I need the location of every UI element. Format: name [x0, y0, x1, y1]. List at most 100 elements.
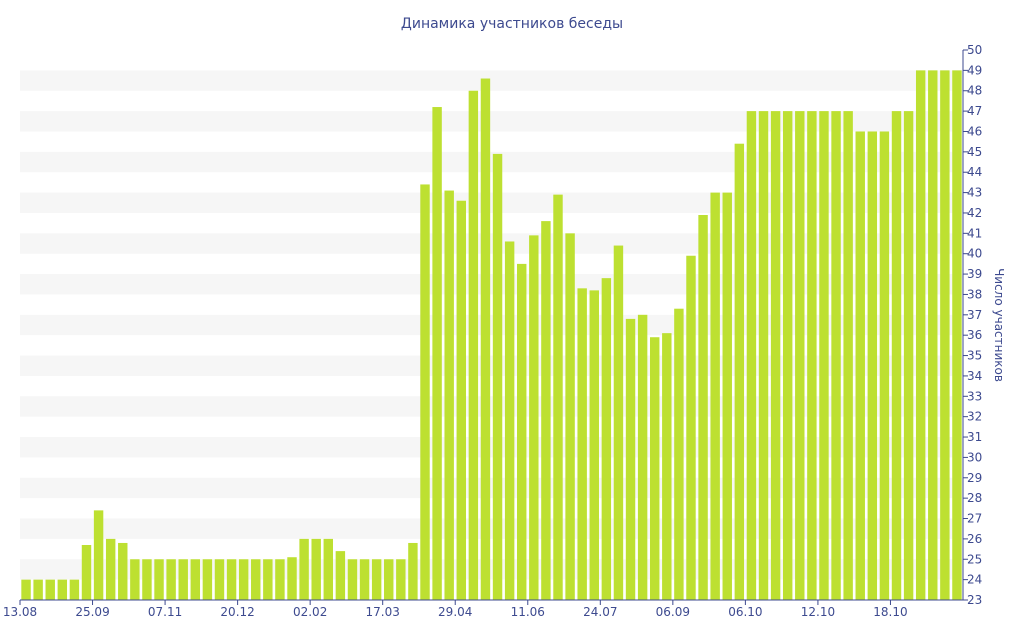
bar	[541, 221, 551, 601]
bar	[432, 107, 442, 600]
grid-band	[20, 111, 963, 132]
bar	[118, 542, 128, 600]
bar	[504, 241, 515, 601]
bar	[746, 111, 757, 601]
x-tick-label: 29.04	[438, 605, 472, 619]
y-tick-label: 37	[967, 308, 982, 322]
y-tick-label: 36	[967, 328, 982, 342]
bar	[81, 545, 92, 600]
y-axis: 23 24 25 26 27 28 29 30 31 32 33 34 35 36 37 38 39 40 41 42…	[962, 43, 982, 607]
bar	[637, 314, 648, 600]
bar	[335, 551, 346, 600]
bar	[214, 559, 225, 600]
x-tick-label: 24.07	[583, 605, 617, 619]
bar	[843, 111, 853, 601]
bar	[384, 559, 394, 600]
y-tick-label: 31	[967, 430, 982, 444]
bar	[650, 337, 660, 600]
bar	[154, 559, 164, 600]
x-tick-label: 12.10	[801, 605, 835, 619]
y-tick-label: 30	[967, 450, 982, 464]
bar	[698, 215, 708, 600]
bar	[674, 308, 684, 600]
bar	[396, 559, 406, 600]
y-tick-label: 50	[967, 43, 982, 57]
bar	[21, 579, 31, 600]
bar	[33, 579, 43, 600]
bar	[613, 245, 624, 600]
bar	[952, 70, 962, 601]
bar	[311, 538, 321, 600]
bar	[251, 559, 261, 600]
x-tick-label: 02.02	[293, 605, 327, 619]
bar	[347, 559, 358, 600]
bar	[601, 278, 612, 600]
bar	[710, 192, 720, 600]
x-tick-label: 20.12	[220, 605, 254, 619]
bar	[359, 559, 370, 600]
x-tick-label: 25.09	[75, 605, 109, 619]
y-tick-label: 33	[967, 389, 982, 403]
x-tick-label: 06.10	[728, 605, 762, 619]
bar	[565, 233, 575, 600]
bar	[456, 200, 466, 601]
y-tick-label: 32	[967, 410, 982, 424]
bar	[190, 559, 201, 600]
bar	[770, 111, 781, 601]
bar	[178, 559, 188, 600]
bar	[928, 70, 938, 601]
bar	[589, 290, 599, 600]
y-tick-label: 45	[967, 145, 982, 159]
bar	[57, 579, 68, 600]
bars	[21, 70, 962, 601]
bar	[93, 510, 104, 600]
bar	[722, 192, 732, 600]
bar	[915, 70, 926, 601]
bar	[420, 184, 430, 600]
bar	[819, 111, 829, 601]
y-tick-label: 26	[967, 532, 982, 546]
bar	[69, 579, 80, 600]
y-tick-label: 49	[967, 63, 982, 77]
bar	[758, 111, 769, 601]
y-tick-label: 29	[967, 471, 982, 485]
bar	[553, 194, 563, 600]
bar	[371, 559, 382, 600]
bar	[625, 318, 636, 600]
bar	[275, 559, 285, 600]
x-tick-label: 11.06	[511, 605, 545, 619]
y-tick-label: 41	[967, 226, 982, 240]
bar	[492, 153, 503, 600]
bar	[166, 559, 176, 600]
bar	[299, 538, 309, 600]
x-tick-label: 17.03	[366, 605, 400, 619]
bar	[686, 255, 696, 601]
bar	[903, 111, 914, 601]
bar	[577, 288, 587, 600]
y-tick-label: 44	[967, 165, 982, 179]
y-tick-label: 46	[967, 124, 982, 138]
bar	[468, 90, 479, 601]
bar	[529, 235, 539, 600]
y-tick-label: 38	[967, 287, 982, 301]
y-tick-label: 47	[967, 104, 982, 118]
y-tick-label: 34	[967, 369, 982, 383]
bar	[891, 111, 902, 601]
bar	[807, 111, 817, 601]
bar	[238, 559, 249, 600]
y-tick-label: 27	[967, 512, 982, 526]
bar	[45, 579, 55, 600]
x-tick-label: 07.11	[148, 605, 182, 619]
y-axis-label: Число участников	[992, 268, 1006, 382]
bar	[142, 559, 152, 600]
bar	[130, 559, 140, 600]
x-tick-label: 13.08	[3, 605, 37, 619]
x-tick-label: 18.10	[873, 605, 907, 619]
y-tick-label: 25	[967, 552, 982, 566]
y-tick-label: 23	[967, 593, 982, 607]
bar	[855, 131, 865, 601]
bar	[323, 538, 333, 600]
bar	[226, 559, 237, 600]
y-tick-label: 28	[967, 491, 982, 505]
